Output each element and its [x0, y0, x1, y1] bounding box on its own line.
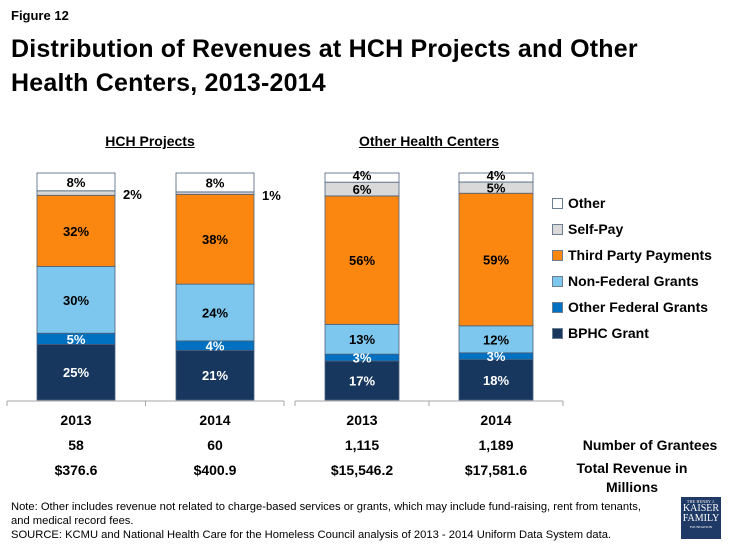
data-label-third-party-0: 32%: [63, 224, 89, 239]
figure-label: Figure 12: [11, 8, 69, 23]
data-label-non-federal-3: 12%: [483, 332, 509, 347]
logo-line-4: FOUNDATION: [689, 525, 713, 529]
legend: Other Self-Pay Third Party Payments Non-…: [552, 190, 712, 346]
grantees-other-2013: 1,115: [344, 437, 380, 453]
grantees-row-label: Number of Grantees: [582, 437, 718, 453]
bar-segment-other-3: [458, 172, 534, 183]
legend-label-third-party: Third Party Payments: [568, 247, 712, 263]
legend-swatch-other: [552, 197, 563, 209]
source-text: SOURCE: KCMU and National Health Care fo…: [11, 529, 612, 541]
year-label-other-2014: 2014: [480, 412, 512, 428]
revenue-hch-2014: $400.9: [193, 462, 237, 478]
legend-swatch-self-pay: [552, 223, 563, 235]
bar-segment-third-party-2: [324, 195, 400, 325]
bar-segment-third-party-0: [36, 194, 116, 267]
legend-label-self-pay: Self-Pay: [568, 221, 624, 237]
data-label-other-federal-2: 3%: [353, 351, 372, 366]
bar-segment-bphc-1: [175, 349, 255, 401]
data-label-non-federal-2: 13%: [349, 332, 375, 347]
data-label-third-party-3: 59%: [483, 253, 509, 268]
legend-item-other: Other: [552, 190, 712, 216]
data-label-other-federal-0: 5%: [67, 332, 86, 347]
data-label-other-1: 8%: [206, 175, 225, 190]
grantees-hch-2013: 58: [68, 437, 84, 453]
bar-segment-non-federal-2: [324, 323, 400, 355]
data-label-bphc-1: 21%: [202, 368, 228, 383]
year-label-other-2013: 2013: [346, 412, 378, 428]
grantees-other-2014: 1,189: [478, 437, 514, 453]
bar-segment-bphc-3: [458, 359, 534, 401]
legend-item-third-party: Third Party Payments: [552, 242, 712, 268]
data-label-self-pay-2: 6%: [353, 182, 372, 197]
legend-swatch-other-federal: [552, 301, 563, 313]
bar-segment-bphc-2: [324, 360, 400, 401]
bar-segment-third-party-1: [175, 193, 255, 285]
group-title-other: Other Health Centers: [358, 133, 500, 149]
year-label-hch-2014: 2014: [199, 412, 231, 428]
legend-item-self-pay: Self-Pay: [552, 216, 712, 242]
legend-swatch-non-federal: [552, 275, 563, 287]
data-label-bphc-2: 17%: [349, 374, 375, 389]
legend-label-other: Other: [568, 195, 606, 211]
legend-swatch-third-party: [552, 249, 563, 261]
bar-segment-other-0: [36, 172, 116, 192]
legend-label-bphc: BPHC Grant: [568, 325, 649, 341]
note-text: Note: Other includes revenue not related…: [11, 501, 641, 527]
logo-line-2: KAISER: [682, 503, 720, 514]
data-label-self-pay-0: 2%: [123, 187, 142, 202]
data-label-non-federal-0: 30%: [63, 293, 89, 308]
bar-segment-third-party-3: [458, 192, 534, 327]
legend-label-other-federal: Other Federal Grants: [568, 299, 709, 315]
logo-line-3: FAMILY: [682, 513, 720, 524]
revenue-hch-2013: $376.6: [54, 462, 98, 478]
legend-item-bphc: BPHC Grant: [552, 320, 712, 346]
data-label-self-pay-3: 5%: [487, 181, 506, 196]
legend-label-non-federal: Non-Federal Grants: [568, 273, 699, 289]
revenue-other-2013: $15,546.2: [330, 462, 394, 478]
data-label-non-federal-1: 24%: [202, 306, 228, 321]
bar-segment-other-1: [175, 172, 255, 193]
legend-swatch-bphc: [552, 327, 563, 339]
data-label-other-3: 4%: [487, 168, 506, 183]
data-label-bphc-0: 25%: [63, 365, 89, 380]
data-label-other-2: 4%: [353, 168, 372, 183]
bar-segment-non-federal-1: [175, 283, 255, 342]
data-label-self-pay-1: 1%: [262, 188, 281, 203]
revenue-other-2014: $17,581.6: [464, 462, 528, 478]
bar-segment-non-federal-3: [458, 325, 534, 354]
logo-line-1: THE HENRY J.: [686, 499, 716, 504]
revenue-row-label: Total Revenue in Millions: [576, 460, 688, 495]
bar-segment-self-pay-0: [36, 190, 116, 196]
data-label-bphc-3: 18%: [483, 373, 509, 388]
kff-logo: THE HENRY J. KAISER FAMILY FOUNDATION: [681, 497, 721, 539]
year-label-hch-2013: 2013: [60, 412, 92, 428]
data-label-other-federal-3: 3%: [487, 349, 506, 364]
legend-item-other-federal: Other Federal Grants: [552, 294, 712, 320]
legend-item-non-federal: Non-Federal Grants: [552, 268, 712, 294]
data-label-other-0: 8%: [67, 175, 86, 190]
data-label-third-party-2: 56%: [349, 253, 375, 268]
grantees-hch-2014: 60: [207, 437, 223, 453]
footnote: Note: Other includes revenue not related…: [11, 500, 661, 542]
group-title-hch: HCH Projects: [105, 133, 195, 149]
chart-title: Distribution of Revenues at HCH Projects…: [11, 35, 638, 97]
data-label-other-federal-1: 4%: [206, 339, 225, 354]
data-label-third-party-1: 38%: [202, 232, 228, 247]
bar-segment-other-2: [324, 172, 400, 183]
